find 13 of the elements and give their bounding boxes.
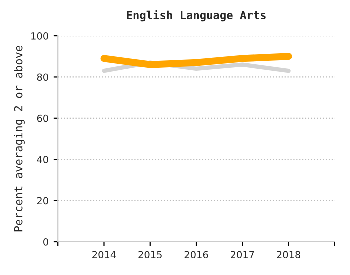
y-tick-label: 80 — [37, 74, 48, 82]
y-tick-label: 100 — [32, 32, 48, 40]
x-tick-label: 2017 — [231, 251, 254, 259]
x-tick-label: 2018 — [277, 251, 301, 259]
chart-title: English Language Arts — [127, 10, 266, 22]
x-tick-label: 2016 — [184, 251, 208, 259]
x-tick-label: 2014 — [92, 251, 116, 259]
y-tick-label: 40 — [37, 156, 48, 164]
y-tick-label: 20 — [37, 197, 48, 205]
x-tick-label: 2015 — [138, 251, 162, 259]
y-tick-label: 60 — [37, 114, 48, 122]
y-axis-title: Percent averaging 2 or above — [14, 46, 25, 232]
y-tick-label: 0 — [44, 238, 48, 246]
